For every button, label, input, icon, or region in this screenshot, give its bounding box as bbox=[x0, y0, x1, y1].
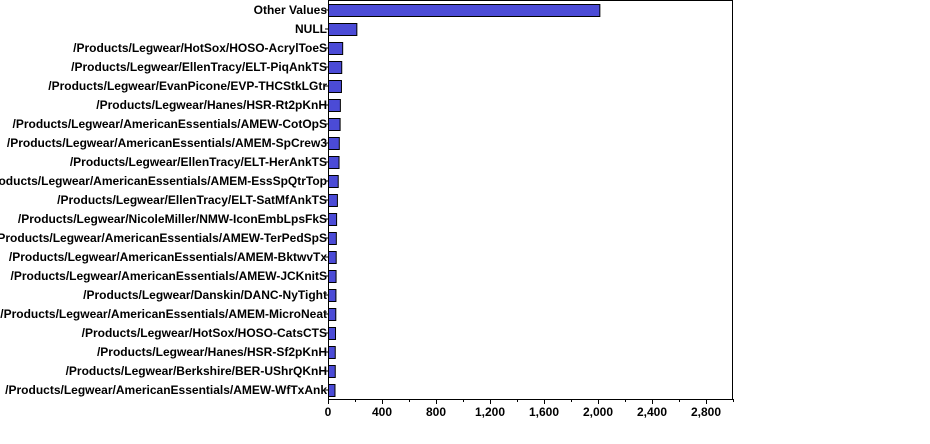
category-label: /Products/Legwear/AmericanEssentials/AME… bbox=[0, 174, 327, 188]
bars-group bbox=[328, 4, 601, 397]
category-label: /Products/Legwear/NicoleMiller/NMW-IconE… bbox=[18, 212, 327, 226]
bar bbox=[328, 4, 601, 17]
bar bbox=[328, 175, 339, 188]
x-tick-label: 400 bbox=[372, 405, 392, 419]
bar bbox=[328, 346, 336, 359]
bar bbox=[328, 308, 337, 321]
category-label: /Products/Legwear/HotSox/HOSO-CatsCTS bbox=[82, 326, 327, 340]
bar bbox=[328, 23, 358, 36]
category-label: /Products/Legwear/AmericanEssentials/AME… bbox=[0, 231, 327, 245]
category-label: /Products/Legwear/Berkshire/BER-UShrQKnH bbox=[66, 364, 327, 378]
bar bbox=[328, 61, 343, 74]
category-label: /Products/Legwear/EllenTracy/ELT-PiqAnkT… bbox=[71, 60, 327, 74]
bar bbox=[328, 232, 337, 245]
plot-area bbox=[328, 0, 733, 400]
x-tick-label: 0 bbox=[325, 405, 332, 419]
bar bbox=[328, 289, 337, 302]
category-label: /Products/Legwear/EllenTracy/ELT-SatMfAn… bbox=[57, 193, 327, 207]
x-axis: 0 400 800 1,200 1,600 2,000 2,400 2,800 bbox=[325, 399, 734, 419]
bar bbox=[328, 99, 341, 112]
category-labels: Other Values NULL/Products/Legwear/HotSox… bbox=[0, 3, 328, 397]
bar bbox=[328, 327, 337, 340]
category-label: /Products/Legwear/AmericanEssentials/AME… bbox=[9, 250, 327, 264]
bar bbox=[328, 137, 340, 150]
bar bbox=[328, 251, 337, 264]
category-label: /Products/Legwear/AmericanEssentials/AME… bbox=[13, 117, 328, 131]
category-label: /Products/Legwear/AmericanEssentials/AME… bbox=[5, 383, 327, 397]
x-tick-label: 2,400 bbox=[637, 405, 667, 419]
bar bbox=[328, 365, 336, 378]
x-tick-label: 800 bbox=[426, 405, 446, 419]
category-label: Other Values bbox=[254, 3, 328, 17]
category-label: /Products/Legwear/Hanes/HSR-Sf2pKnH bbox=[97, 345, 327, 359]
category-label: /Products/Legwear/Hanes/HSR-Rt2pKnH bbox=[96, 98, 327, 112]
category-label: /Products/Legwear/AmericanEssentials/AME… bbox=[0, 307, 327, 321]
bar bbox=[328, 270, 337, 283]
bar bbox=[328, 80, 342, 93]
x-tick-label: 1,600 bbox=[529, 405, 559, 419]
category-label: /Products/Legwear/AmericanEssentials/AME… bbox=[7, 136, 327, 150]
bar bbox=[328, 118, 341, 131]
category-label: /Products/Legwear/Danskin/DANC-NyTight bbox=[83, 288, 327, 302]
x-tick-label: 2,800 bbox=[691, 405, 721, 419]
category-label: /Products/Legwear/EvanPicone/EVP-THCStkL… bbox=[48, 79, 327, 93]
category-label: /Products/Legwear/AmericanEssentials/AME… bbox=[10, 269, 327, 283]
bar bbox=[328, 213, 338, 226]
bar bbox=[328, 156, 340, 169]
category-label: /Products/Legwear/EllenTracy/ELT-HerAnkT… bbox=[70, 155, 327, 169]
bar bbox=[328, 384, 336, 397]
category-label: /Products/Legwear/HotSox/HOSO-AcrylToeS bbox=[73, 41, 327, 55]
x-tick-label: 1,200 bbox=[475, 405, 505, 419]
category-label: NULL bbox=[295, 22, 327, 36]
x-tick-label: 2,000 bbox=[583, 405, 613, 419]
bar bbox=[328, 42, 344, 55]
bar bbox=[328, 194, 338, 207]
